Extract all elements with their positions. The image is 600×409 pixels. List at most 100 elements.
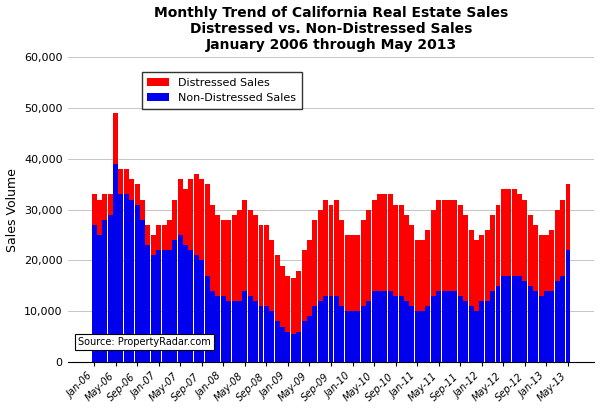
Bar [501, 276, 506, 362]
Bar [345, 235, 350, 311]
Bar [485, 230, 490, 301]
Bar [447, 291, 452, 362]
Bar [92, 194, 97, 225]
Bar [291, 334, 296, 362]
Bar [463, 215, 468, 301]
Bar [296, 332, 301, 362]
Bar [340, 220, 344, 306]
Bar [215, 296, 220, 362]
Bar [447, 200, 452, 291]
Bar [318, 210, 323, 301]
Bar [458, 296, 463, 362]
Bar [350, 311, 355, 362]
Bar [302, 250, 307, 321]
Bar [318, 301, 323, 362]
Bar [307, 240, 312, 316]
Bar [232, 215, 236, 301]
Bar [226, 220, 231, 301]
Bar [404, 215, 409, 301]
Bar [506, 189, 511, 276]
Bar [280, 326, 285, 362]
Bar [544, 291, 549, 362]
Bar [237, 301, 242, 362]
Bar [259, 225, 263, 306]
Bar [469, 306, 473, 362]
Bar [253, 301, 258, 362]
Bar [479, 235, 484, 301]
Bar [436, 291, 441, 362]
Bar [393, 204, 398, 296]
Bar [474, 240, 479, 311]
Bar [490, 215, 495, 291]
Bar [544, 235, 549, 291]
Bar [156, 250, 161, 362]
Bar [340, 306, 344, 362]
Bar [496, 286, 500, 362]
Bar [205, 184, 209, 276]
Bar [377, 291, 382, 362]
Bar [97, 200, 102, 235]
Bar [92, 225, 97, 362]
Text: Source: PropertyRadar.com: Source: PropertyRadar.com [78, 337, 211, 347]
Bar [313, 220, 317, 306]
Bar [194, 255, 199, 362]
Bar [151, 255, 156, 362]
Bar [388, 194, 393, 291]
Bar [528, 215, 533, 286]
Bar [334, 296, 339, 362]
Bar [431, 296, 436, 362]
Bar [124, 194, 129, 362]
Bar [512, 189, 517, 276]
Bar [113, 164, 118, 362]
Bar [134, 204, 140, 362]
Bar [415, 240, 419, 311]
Bar [420, 240, 425, 311]
Bar [194, 174, 199, 255]
Bar [237, 210, 242, 301]
Bar [205, 276, 209, 362]
Bar [183, 245, 188, 362]
Bar [512, 276, 517, 362]
Bar [334, 200, 339, 296]
Bar [167, 220, 172, 250]
Bar [253, 215, 258, 301]
Bar [533, 291, 538, 362]
Bar [302, 321, 307, 362]
Bar [199, 179, 204, 261]
Bar [172, 240, 177, 362]
Bar [345, 311, 350, 362]
Bar [442, 200, 446, 291]
Bar [452, 200, 457, 291]
Bar [275, 255, 280, 321]
Bar [555, 281, 560, 362]
Bar [566, 250, 571, 362]
Bar [313, 306, 317, 362]
Bar [291, 278, 296, 334]
Bar [264, 225, 269, 306]
Bar [199, 261, 204, 362]
Bar [409, 306, 414, 362]
Bar [463, 301, 468, 362]
Bar [425, 230, 430, 306]
Bar [420, 311, 425, 362]
Bar [361, 306, 366, 362]
Bar [431, 210, 436, 296]
Bar [485, 301, 490, 362]
Bar [350, 235, 355, 311]
Bar [366, 301, 371, 362]
Bar [134, 184, 140, 204]
Bar [269, 311, 274, 362]
Bar [307, 316, 312, 362]
Bar [259, 306, 263, 362]
Bar [469, 230, 473, 306]
Bar [442, 291, 446, 362]
Bar [355, 235, 361, 311]
Bar [517, 194, 522, 276]
Bar [108, 194, 113, 215]
Bar [323, 200, 328, 296]
Bar [404, 301, 409, 362]
Bar [496, 204, 500, 286]
Bar [183, 189, 188, 245]
Bar [118, 169, 124, 194]
Bar [501, 189, 506, 276]
